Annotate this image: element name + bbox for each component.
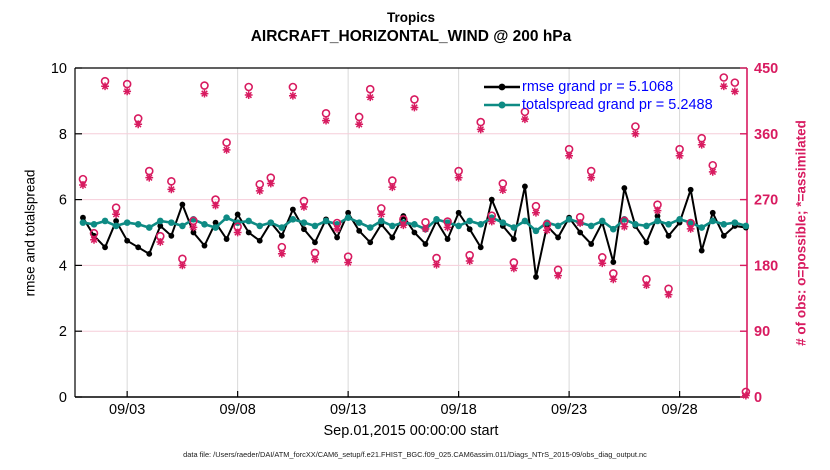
left-tick-label: 0 — [59, 390, 67, 406]
legend: rmse grand pr = 5.1068 totalspread grand… — [484, 78, 713, 114]
right-tick-label: 360 — [754, 127, 778, 143]
x-axis-label: Sep.01,2015 00:00:00 start — [323, 423, 499, 439]
left-tick-label: 4 — [59, 258, 67, 274]
left-y-axis-label: rmse and totalspread — [22, 169, 38, 297]
right-tick-label: 180 — [754, 258, 778, 274]
left-tick-label: 10 — [51, 61, 67, 77]
right-y-axis-label: # of obs: o=possible; *=assimilated — [793, 120, 809, 346]
legend-item-totalspread: totalspread grand pr = 5.2488 — [484, 96, 713, 114]
horizontal-gridlines — [75, 133, 747, 332]
right-tick-label: 0 — [754, 390, 762, 406]
plot-region-title: Tropics — [386, 10, 435, 25]
axis-ticks-and-labels: 0 2 4 6 8 10 0 90 180 270 360 450 09/03 09/08 09/13 09/… — [51, 61, 778, 418]
axes-box — [74, 67, 748, 398]
right-tick-label: 90 — [754, 324, 770, 340]
plot-variable-title: AIRCRAFT_HORIZONTAL_WIND @ 200 hPa — [250, 28, 572, 45]
x-tick-label: 09/08 — [219, 402, 255, 418]
right-tick-label: 450 — [754, 61, 778, 77]
legend-label-totalspread: totalspread grand pr = 5.2488 — [522, 97, 713, 113]
right-tick-label: 270 — [754, 193, 778, 209]
left-tick-label: 6 — [59, 193, 67, 209]
totalspread-line-swatch-icon — [484, 101, 520, 109]
legend-item-rmse: rmse grand pr = 5.1068 — [484, 78, 713, 96]
rmse-line-swatch-icon — [484, 83, 520, 91]
x-tick-label: 09/23 — [551, 402, 587, 418]
left-tick-label: 8 — [59, 127, 67, 143]
x-tick-label: 09/03 — [109, 402, 145, 418]
n-assimilated-scatter — [79, 82, 750, 400]
x-tick-label: 09/18 — [440, 402, 476, 418]
x-tick-label: 09/13 — [330, 402, 366, 418]
x-tick-label: 09/28 — [661, 402, 697, 418]
left-tick-label: 2 — [59, 324, 67, 340]
vertical-gridlines — [126, 68, 681, 397]
datafile-path-text: data file: /Users/raeder/DAI/ATM_forcXX/… — [183, 450, 647, 459]
legend-label-rmse: rmse grand pr = 5.1068 — [522, 79, 674, 95]
